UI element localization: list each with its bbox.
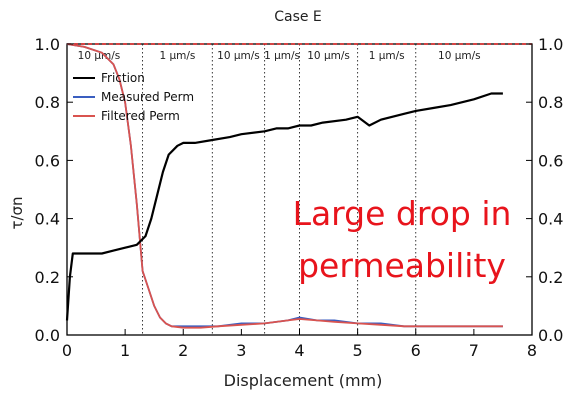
chart-title: Case E xyxy=(274,9,322,25)
x-tick-label: 3 xyxy=(236,341,246,360)
y-tick-label-left: 1.0 xyxy=(35,35,60,54)
x-tick-label: 4 xyxy=(294,341,304,360)
y-tick-label-right: 1.0 xyxy=(538,35,563,54)
legend-label: Friction xyxy=(101,71,145,85)
velocity-label: 1 μm/s xyxy=(264,50,300,62)
x-tick-label: 5 xyxy=(353,341,363,360)
y-tick-label-right: 0.8 xyxy=(538,93,563,112)
velocity-label: 1 μm/s xyxy=(369,50,405,62)
y-tick-label-right: 0.0 xyxy=(538,326,563,345)
velocity-label: 10 μm/s xyxy=(438,50,481,62)
velocity-label: 1 μm/s xyxy=(159,50,195,62)
series-line-filtered-perm xyxy=(66,43,503,329)
y-tick-label-right: 0.6 xyxy=(538,151,563,170)
legend-label: Filtered Perm xyxy=(101,109,180,123)
x-tick-label: 2 xyxy=(178,341,188,360)
y-tick-label-right: 0.2 xyxy=(538,268,563,287)
y-tick-label-right: 0.4 xyxy=(538,210,563,229)
x-tick-label: 7 xyxy=(469,341,479,360)
y-tick-label-left: 0.2 xyxy=(35,268,60,287)
x-tick-label: 8 xyxy=(527,341,537,360)
velocity-label: 10 μm/s xyxy=(78,50,121,62)
x-tick-label: 0 xyxy=(62,341,72,360)
legend-label: Measured Perm xyxy=(101,90,194,104)
annotation-line-1: Large drop in xyxy=(293,194,512,233)
plot-area: 10 μm/s 1 μm/s 10 μm/s 1 μm/s 10 μm/s 1 μm/s 1… xyxy=(35,35,564,360)
y-tick-label-left: 0.6 xyxy=(35,151,60,170)
velocity-label: 10 μm/s xyxy=(307,50,350,62)
y-tick-label-left: 0.0 xyxy=(35,326,60,345)
y-axis-label: τ/σn xyxy=(8,196,26,229)
series-line-friction xyxy=(65,92,503,321)
y-tick-label-left: 0.8 xyxy=(35,93,60,112)
x-tick-label: 1 xyxy=(120,341,130,360)
y-tick-label-left: 0.4 xyxy=(35,210,60,229)
x-axis-label: Displacement (mm) xyxy=(224,371,383,390)
annotation-line-2: permeability xyxy=(298,246,506,285)
velocity-label: 10 μm/s xyxy=(217,50,260,62)
x-tick-label: 6 xyxy=(411,341,421,360)
